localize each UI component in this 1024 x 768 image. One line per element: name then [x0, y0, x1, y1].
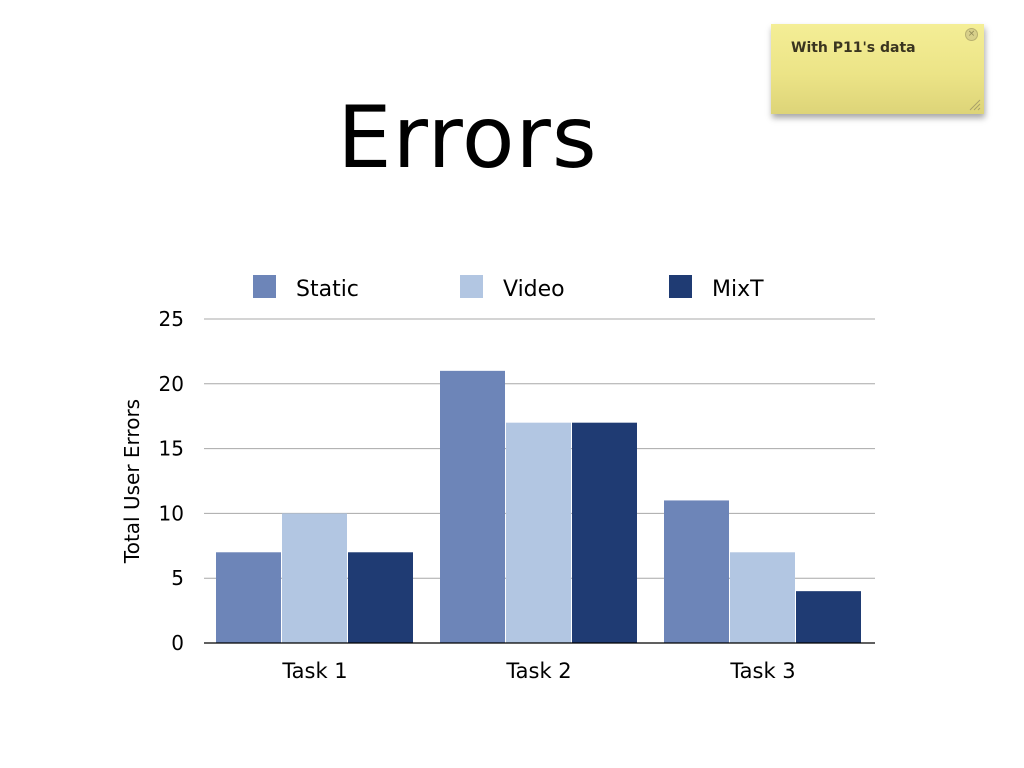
bar-static-task-3	[664, 500, 729, 643]
legend-swatch	[460, 275, 483, 298]
legend-swatch	[669, 275, 692, 298]
y-axis-label: Total User Errors	[120, 399, 144, 564]
bar-mixt-task-3	[796, 591, 861, 643]
bar-mixt-task-2	[572, 422, 637, 643]
bar-video-task-2	[506, 422, 571, 643]
y-tick-label: 20	[159, 372, 184, 396]
sticky-note-text: With P11's data	[791, 40, 916, 56]
y-tick-label: 25	[159, 307, 184, 331]
slide-title: Errors	[337, 88, 598, 188]
legend-label: MixT	[712, 277, 764, 302]
legend-label: Video	[503, 277, 565, 302]
sticky-note[interactable]: With P11's data ×	[771, 24, 984, 114]
bar-video-task-1	[282, 513, 347, 643]
y-tick-label: 5	[171, 566, 184, 590]
y-tick-label: 15	[159, 437, 184, 461]
bar-static-task-2	[440, 370, 505, 643]
legend-swatch	[253, 275, 276, 298]
legend-label: Static	[296, 277, 359, 302]
y-tick-label: 10	[159, 501, 184, 525]
x-tick-label: Task 2	[505, 659, 571, 683]
bar-static-task-1	[216, 552, 281, 643]
x-tick-label: Task 3	[729, 659, 795, 683]
y-tick-label: 0	[171, 631, 184, 655]
x-tick-label: Task 1	[281, 659, 347, 683]
bar-mixt-task-1	[348, 552, 413, 643]
bar-video-task-3	[730, 552, 795, 643]
close-icon[interactable]: ×	[965, 28, 978, 41]
resize-grip-icon[interactable]	[967, 97, 981, 111]
